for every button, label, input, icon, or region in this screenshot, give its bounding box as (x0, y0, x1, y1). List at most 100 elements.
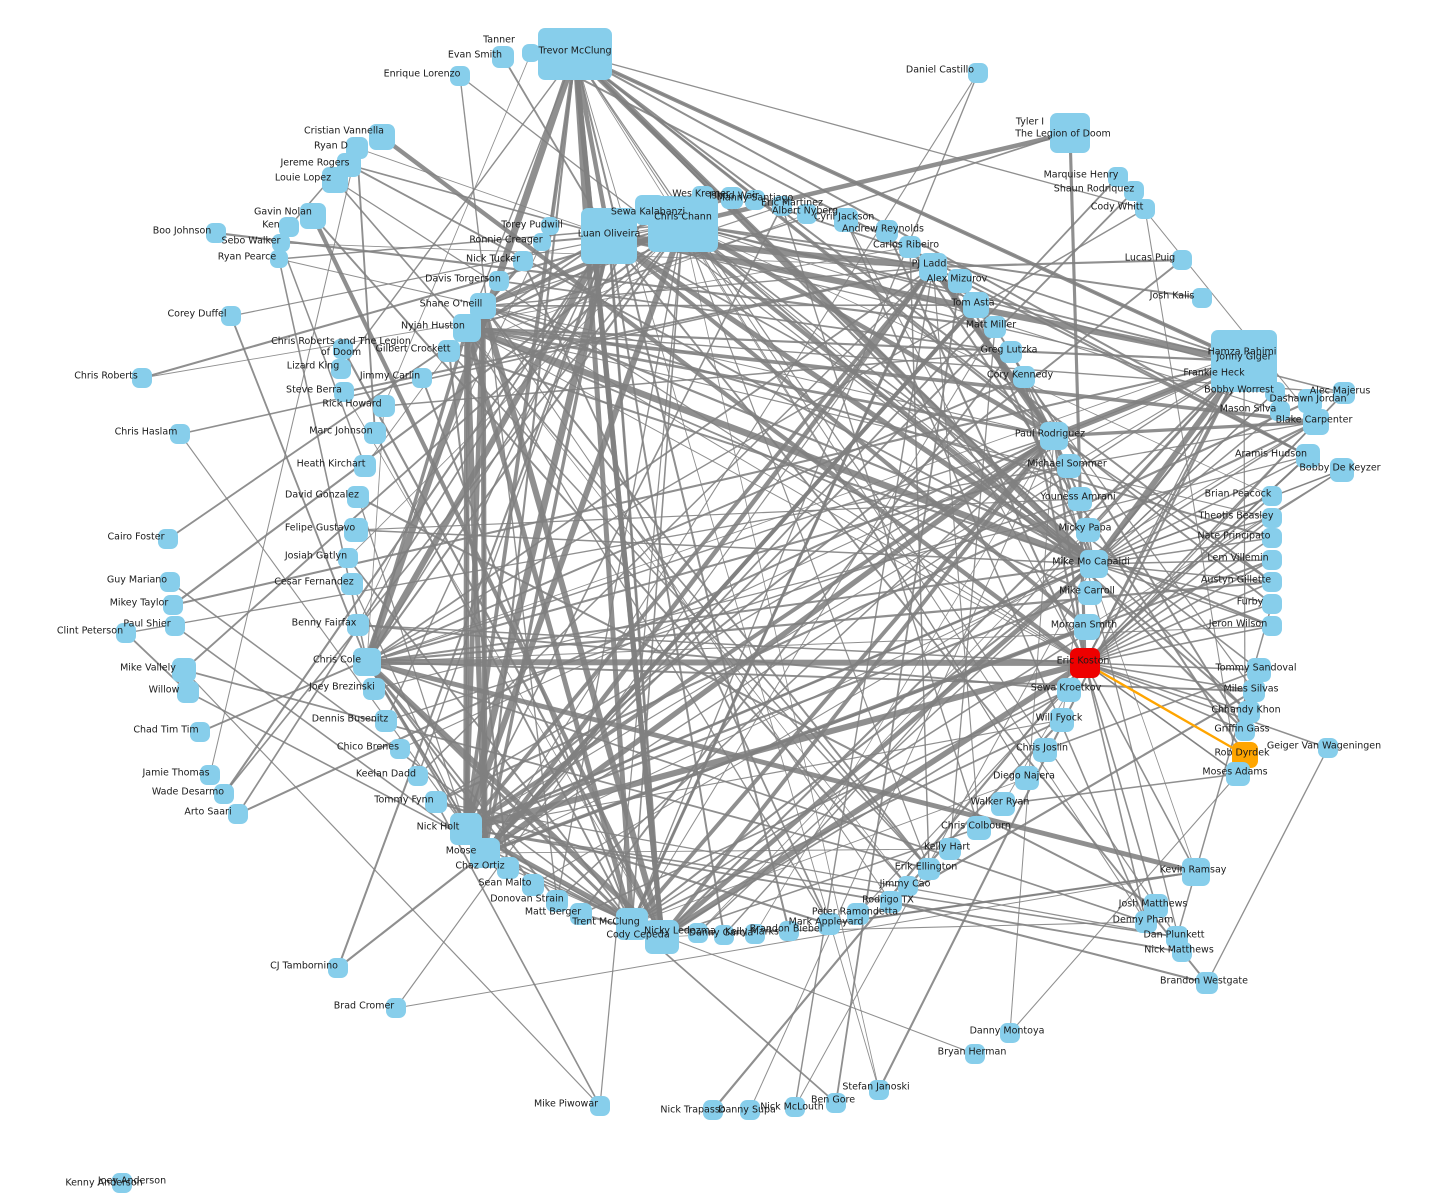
graph-node[interactable] (919, 253, 947, 281)
graph-node[interactable] (797, 204, 817, 224)
graph-node[interactable] (353, 648, 381, 676)
graph-node[interactable] (541, 217, 559, 235)
graph-node[interactable] (1262, 508, 1282, 528)
graph-node[interactable] (1040, 422, 1068, 450)
graph-node[interactable] (412, 368, 432, 388)
graph-node[interactable] (492, 46, 514, 68)
graph-node[interactable] (968, 63, 988, 83)
graph-node[interactable] (703, 1100, 723, 1120)
graph-node[interactable] (1076, 518, 1100, 542)
graph-node[interactable] (1074, 614, 1100, 640)
graph-node[interactable] (1108, 167, 1128, 187)
graph-node[interactable] (1013, 366, 1035, 388)
graph-node[interactable] (1262, 550, 1282, 570)
graph-node[interactable] (1135, 911, 1157, 933)
graph-node[interactable] (214, 784, 234, 804)
graph-node[interactable] (1262, 616, 1282, 636)
graph-node[interactable] (221, 306, 241, 326)
graph-node[interactable] (1262, 486, 1282, 506)
graph-node[interactable] (963, 292, 989, 318)
graph-node[interactable] (692, 186, 714, 208)
graph-node[interactable] (714, 925, 734, 945)
graph-node[interactable] (347, 614, 369, 636)
graph-node[interactable] (334, 382, 354, 402)
graph-node[interactable] (1330, 458, 1354, 482)
graph-node[interactable] (645, 920, 679, 954)
graph-node[interactable] (200, 765, 220, 785)
graph-node[interactable] (116, 623, 136, 643)
graph-node[interactable] (489, 271, 509, 291)
graph-node[interactable] (1172, 942, 1192, 962)
graph-node[interactable] (1226, 762, 1250, 786)
graph-node[interactable] (160, 572, 180, 592)
graph-node[interactable] (1296, 444, 1320, 468)
graph-node[interactable] (1070, 648, 1100, 678)
graph-node[interactable] (826, 1093, 846, 1113)
graph-node[interactable] (899, 236, 921, 258)
graph-node[interactable] (300, 203, 326, 229)
graph-node[interactable] (1172, 250, 1192, 270)
graph-node[interactable] (453, 314, 481, 342)
graph-node[interactable] (818, 913, 840, 935)
graph-node[interactable] (1265, 382, 1285, 402)
graph-node[interactable] (635, 195, 665, 225)
graph-node[interactable] (869, 1080, 889, 1100)
graph-node[interactable] (364, 422, 386, 444)
graph-node[interactable] (386, 998, 406, 1018)
graph-node[interactable] (1262, 528, 1282, 548)
graph-node[interactable] (1080, 550, 1108, 578)
graph-node[interactable] (965, 1044, 985, 1064)
graph-node[interactable] (1262, 594, 1282, 614)
graph-node[interactable] (373, 395, 395, 417)
graph-node[interactable] (740, 1100, 760, 1120)
graph-node[interactable] (338, 548, 358, 568)
graph-node[interactable] (779, 921, 799, 941)
graph-node[interactable] (1182, 858, 1210, 886)
graph-node[interactable] (721, 187, 743, 209)
graph-node[interactable] (1015, 766, 1039, 790)
graph-node[interactable] (1192, 288, 1212, 308)
graph-node[interactable] (438, 340, 460, 362)
graph-node[interactable] (369, 124, 395, 150)
graph-node[interactable] (1033, 738, 1057, 762)
graph-node[interactable] (270, 250, 288, 268)
graph-node[interactable] (344, 518, 368, 542)
graph-node[interactable] (785, 1097, 805, 1117)
graph-node[interactable] (1238, 701, 1260, 723)
graph-node[interactable] (967, 816, 991, 840)
graph-node[interactable] (172, 658, 196, 682)
graph-node[interactable] (513, 251, 533, 271)
graph-node[interactable] (847, 903, 869, 925)
graph-node[interactable] (522, 874, 544, 896)
graph-node[interactable] (948, 269, 972, 293)
graph-node[interactable] (1057, 454, 1081, 478)
graph-node[interactable] (1233, 345, 1251, 363)
graph-node[interactable] (354, 455, 376, 477)
graph-node[interactable] (772, 196, 792, 216)
graph-node[interactable] (228, 804, 248, 824)
graph-node[interactable] (745, 924, 765, 944)
graph-node[interactable] (165, 616, 185, 636)
graph-node[interactable] (581, 208, 637, 264)
graph-node[interactable] (590, 1096, 610, 1116)
graph-node[interactable] (876, 220, 898, 242)
graph-node[interactable] (1054, 124, 1074, 144)
graph-node[interactable] (1078, 581, 1102, 605)
graph-node[interactable] (1318, 738, 1338, 758)
graph-node[interactable] (425, 791, 447, 813)
graph-node[interactable] (408, 766, 428, 786)
graph-node[interactable] (898, 876, 918, 896)
graph-node[interactable] (331, 359, 351, 379)
graph-node[interactable] (375, 710, 397, 732)
graph-node[interactable] (497, 857, 519, 879)
graph-node[interactable] (745, 190, 765, 210)
graph-node[interactable] (688, 923, 708, 943)
graph-node[interactable] (322, 167, 348, 193)
graph-node[interactable] (328, 958, 348, 978)
graph-node[interactable] (132, 368, 152, 388)
graph-node[interactable] (163, 595, 183, 615)
graph-node[interactable] (1247, 658, 1271, 682)
graph-node[interactable] (546, 890, 568, 912)
